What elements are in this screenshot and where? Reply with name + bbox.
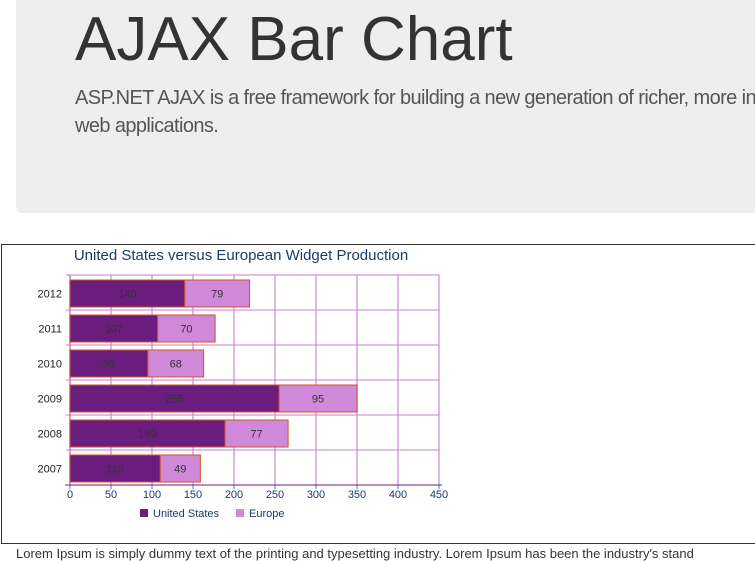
bar-value-label: 110 xyxy=(106,464,124,476)
bar-value-label: 107 xyxy=(105,324,123,336)
bar-value-label: 77 xyxy=(250,429,262,441)
y-tick-label: 2007 xyxy=(38,464,62,476)
legend-swatch xyxy=(236,509,244,517)
lead-line-2: web applications. xyxy=(75,115,219,137)
chart-title: United States versus European Widget Pro… xyxy=(74,247,408,264)
bar-value-label: 189 xyxy=(138,429,156,441)
bar-europe xyxy=(147,349,205,378)
bar-europe xyxy=(159,454,201,483)
chart-frame xyxy=(1,244,755,544)
y-tick-label: 2011 xyxy=(38,324,62,336)
bar-value-label: 70 xyxy=(180,324,192,336)
x-tick-label: 150 xyxy=(184,489,202,501)
y-tick-label: 2008 xyxy=(38,429,62,441)
bar-united-states xyxy=(69,314,159,343)
bar-value-label: 255 xyxy=(165,394,183,406)
lead-text: ASP.NET AJAX is a free framework for bui… xyxy=(75,84,755,140)
bar-united-states xyxy=(69,419,226,448)
bar-united-states xyxy=(69,454,161,483)
x-tick-label: 100 xyxy=(143,489,161,501)
y-tick-label: 2010 xyxy=(38,359,62,371)
bar-value-label: 79 xyxy=(211,289,223,301)
bar-value-label: 68 xyxy=(170,359,182,371)
bar-europe xyxy=(184,279,251,308)
bar-europe xyxy=(224,419,289,448)
footer-text: Lorem Ipsum is simply dummy text of the … xyxy=(16,546,694,561)
bar-europe xyxy=(157,314,216,343)
bar-united-states xyxy=(69,279,186,308)
x-tick-label: 300 xyxy=(307,489,325,501)
legend-label: Europe xyxy=(249,508,284,520)
x-tick-label: 350 xyxy=(348,489,366,501)
bar-value-label: 140 xyxy=(118,289,136,301)
x-tick-label: 0 xyxy=(67,489,73,501)
legend-label: United States xyxy=(153,508,220,520)
legend-swatch xyxy=(140,509,148,517)
bar-value-label: 95 xyxy=(103,359,115,371)
x-tick-label: 250 xyxy=(266,489,284,501)
x-tick-label: 450 xyxy=(430,489,448,501)
bar-europe xyxy=(278,384,358,413)
y-tick-label: 2009 xyxy=(38,394,62,406)
jumbotron: AJAX Bar Chart ASP.NET AJAX is a free fr… xyxy=(16,0,755,213)
x-tick-label: 200 xyxy=(225,489,243,501)
bar-value-label: 49 xyxy=(174,464,186,476)
x-tick-label: 50 xyxy=(105,489,117,501)
lead-line-1: ASP.NET AJAX is a free framework for bui… xyxy=(75,87,755,109)
bar-value-label: 95 xyxy=(312,394,324,406)
x-tick-label: 400 xyxy=(389,489,407,501)
y-tick-label: 2012 xyxy=(38,289,62,301)
page-title: AJAX Bar Chart xyxy=(75,5,513,74)
